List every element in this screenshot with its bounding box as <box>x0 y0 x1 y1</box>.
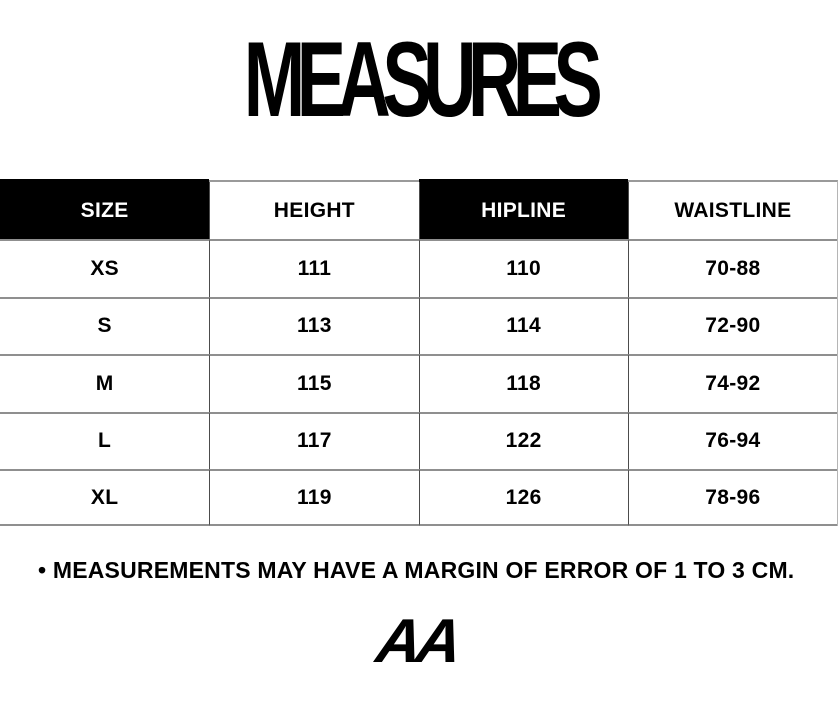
waistline-value-l: 76-94 <box>627 411 837 469</box>
brand-logo-text: AA <box>371 607 462 676</box>
height-value-xl: 119 <box>209 468 419 527</box>
hipline-value-xs: 110 <box>418 239 628 297</box>
size-label-s: S <box>0 296 210 355</box>
size-label-xl: XL <box>0 468 210 527</box>
height-value-xs: 111 <box>209 239 419 297</box>
waistline-value-m: 74-92 <box>627 354 837 412</box>
column-header-waistline: WAISTLINE <box>627 182 837 240</box>
height-value-m: 115 <box>209 354 419 412</box>
hipline-value-l: 122 <box>418 411 628 469</box>
waistline-value-xs: 70-88 <box>627 239 837 297</box>
hipline-value-xl: 126 <box>418 468 628 527</box>
margin-of-error-note: • MEASUREMENTS MAY HAVE A MARGIN OF ERRO… <box>38 557 795 583</box>
size-table: SIZE HEIGHT HIPLINE WAISTLINE XS 111 110… <box>0 180 838 527</box>
waistline-value-s: 72-90 <box>627 296 837 355</box>
size-label-m: M <box>0 354 210 412</box>
column-header-hipline: HIPLINE <box>418 182 628 240</box>
column-header-size: SIZE <box>0 182 210 240</box>
page-title-text: MEASURES <box>243 19 603 139</box>
size-label-xs: XS <box>0 239 210 297</box>
size-label-l: L <box>0 411 210 469</box>
waistline-value-xl: 78-96 <box>627 468 837 527</box>
column-header-height: HEIGHT <box>209 182 419 240</box>
height-value-l: 117 <box>209 411 419 469</box>
brand-logo: AA <box>0 607 838 676</box>
hipline-value-s: 114 <box>418 296 628 355</box>
page-title: MEASURES <box>0 26 838 133</box>
hipline-value-m: 118 <box>418 354 628 412</box>
height-value-s: 113 <box>209 296 419 355</box>
